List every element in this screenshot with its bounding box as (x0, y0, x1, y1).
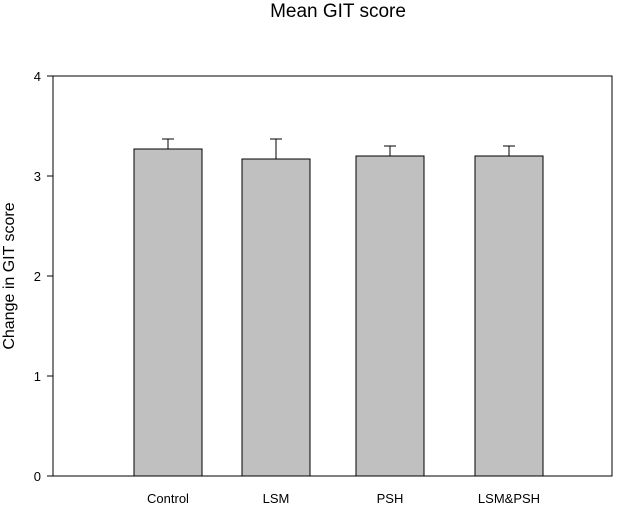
bar-lsm (241, 158, 311, 477)
bars (133, 138, 544, 477)
y-tick-label: 4 (34, 69, 41, 84)
bar-psh (355, 155, 425, 477)
x-tick-label: PSH (377, 491, 404, 505)
y-axis-label: Change in GIT score (1, 202, 18, 349)
y-tick-label: 2 (34, 269, 41, 284)
y-axis: 0 1 2 3 4 (34, 69, 53, 484)
chart-title: Mean GIT score (270, 1, 406, 22)
x-tick-label: Control (147, 491, 189, 505)
y-tick-label: 1 (34, 369, 41, 384)
y-tick-label: 0 (34, 469, 41, 484)
x-axis: Control LSM PSH LSM&PSH (147, 491, 540, 505)
bar-control (133, 148, 203, 477)
y-tick-label: 3 (34, 169, 41, 184)
x-tick-label: LSM (263, 491, 290, 505)
x-tick-label: LSM&PSH (478, 491, 540, 505)
bar-lsm-psh (474, 155, 544, 477)
